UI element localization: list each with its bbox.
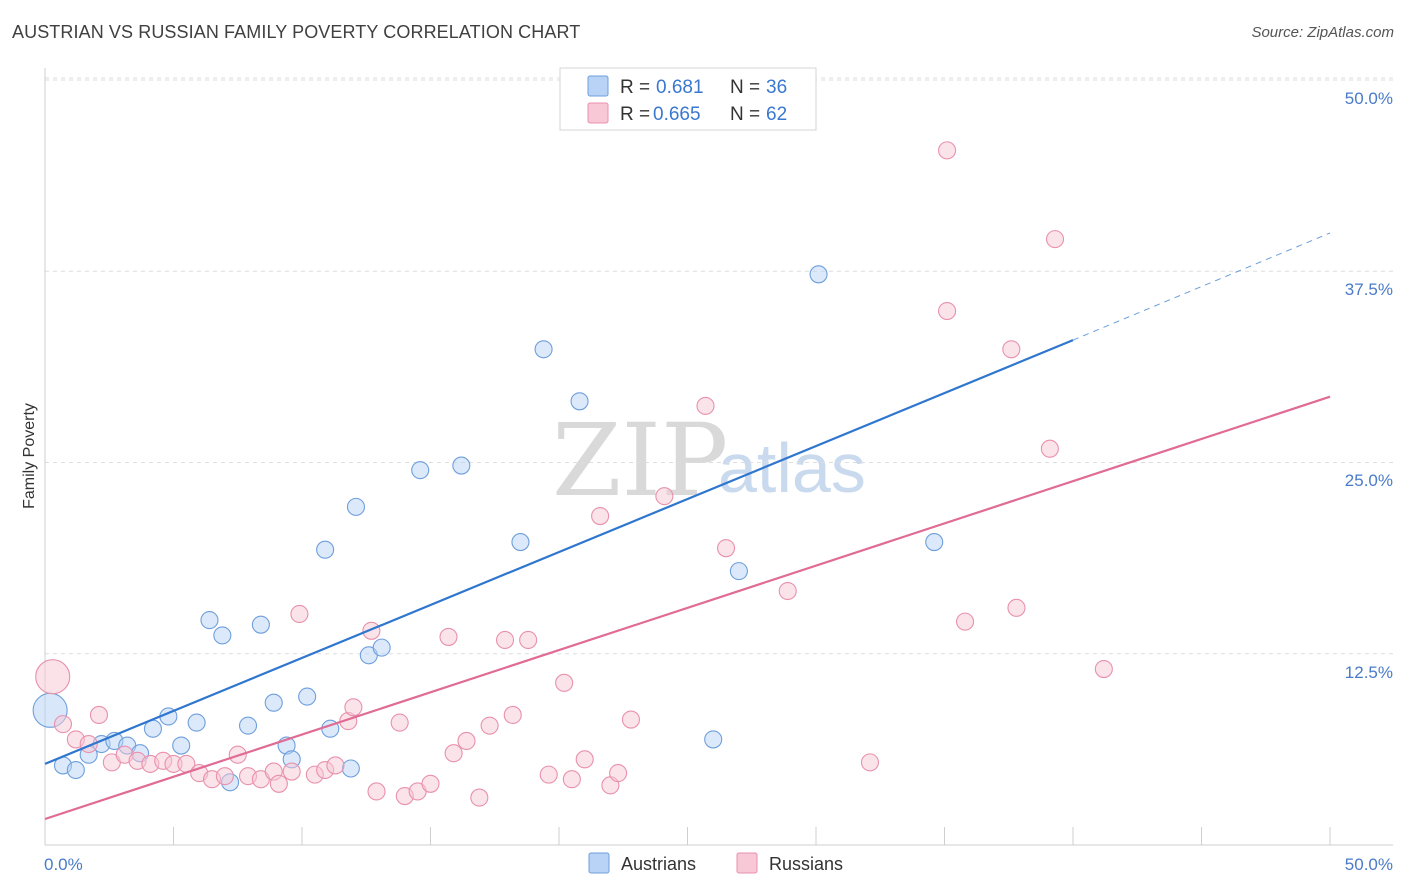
russians-point bbox=[215, 767, 234, 786]
austrians-point bbox=[809, 265, 828, 284]
watermark-zip: ZIP bbox=[552, 402, 728, 519]
watermark-atlas: atlas bbox=[718, 429, 866, 507]
austrians-point bbox=[704, 730, 723, 749]
legend-russians-n-value: 62 bbox=[766, 104, 787, 125]
russians-point bbox=[282, 762, 301, 781]
austrians-point bbox=[341, 759, 360, 778]
legend-austrians-r-value: 0.681 bbox=[656, 77, 704, 98]
russians-point bbox=[495, 630, 515, 650]
austrians-point bbox=[372, 638, 391, 657]
legend-austrians-n-value: 36 bbox=[766, 77, 787, 98]
russians-point bbox=[938, 301, 957, 321]
grid-lines bbox=[45, 77, 1393, 655]
source-credit: Source: ZipAtlas.com bbox=[1251, 24, 1394, 41]
bottom-legend-austrians: Austrians bbox=[621, 854, 696, 874]
austrians-point bbox=[172, 736, 191, 755]
bottom-legend-swatch-austrians bbox=[588, 852, 610, 874]
legend-austrians-r-label: R = bbox=[620, 77, 650, 98]
legend-swatch-russians bbox=[587, 102, 609, 124]
russians-point bbox=[480, 716, 499, 735]
russians-point bbox=[344, 698, 363, 717]
russians-point bbox=[716, 539, 736, 558]
russians-point bbox=[326, 756, 345, 775]
bottom-legend-swatch-russians bbox=[736, 852, 758, 874]
legend-russians-n-label: N = bbox=[730, 104, 760, 125]
russians-point bbox=[621, 710, 641, 729]
austrians-point bbox=[729, 562, 748, 581]
y-tick-label-12-5: 12.5% bbox=[1345, 663, 1393, 682]
russians-point bbox=[956, 612, 975, 631]
russians-point bbox=[696, 396, 715, 415]
y-tick-label-25: 25.0% bbox=[1345, 471, 1393, 490]
russians-point bbox=[1045, 230, 1065, 249]
russians-point bbox=[1094, 659, 1113, 679]
austrians-point bbox=[264, 693, 283, 712]
austrians-point bbox=[66, 760, 85, 780]
austrians-point bbox=[346, 497, 366, 516]
russians-point bbox=[35, 659, 71, 695]
austrians-point bbox=[187, 713, 206, 732]
legend-box: R = 0.681 N = 36 R = 0.665 N = 62 bbox=[559, 67, 817, 131]
russians-point bbox=[591, 506, 610, 526]
russians-point bbox=[562, 770, 581, 789]
chart-title: AUSTRIAN VS RUSSIAN FAMILY POVERTY CORRE… bbox=[12, 22, 581, 42]
legend-austrians-n-label: N = bbox=[730, 77, 760, 98]
russians-point bbox=[470, 788, 489, 807]
russians-point bbox=[269, 774, 288, 793]
russians-point bbox=[290, 604, 309, 624]
legend-russians-r-label: R = bbox=[620, 104, 650, 125]
russians-point bbox=[421, 774, 440, 793]
y-axis-label: Family Poverty bbox=[21, 403, 38, 509]
russians-point bbox=[53, 715, 73, 734]
x-tick-label-50: 50.0% bbox=[1345, 855, 1393, 874]
austrians-point bbox=[316, 540, 335, 559]
austrians-point bbox=[534, 340, 553, 359]
russians-point bbox=[519, 630, 538, 650]
data-points bbox=[32, 141, 1113, 807]
austrians-point bbox=[238, 716, 258, 735]
austrians-point bbox=[570, 392, 589, 411]
russians-point bbox=[555, 673, 574, 692]
russians-point bbox=[778, 581, 797, 601]
austrians-point bbox=[213, 626, 232, 645]
legend-swatch-austrians bbox=[587, 75, 609, 97]
russians-point bbox=[655, 487, 674, 506]
russians-point bbox=[1040, 439, 1059, 458]
austrians-trend-extension bbox=[1072, 232, 1331, 341]
legend-russians-r-value: 0.665 bbox=[653, 104, 701, 125]
russians-point bbox=[457, 731, 476, 751]
y-tick-label-50: 50.0% bbox=[1345, 89, 1393, 108]
x-tick-label-0: 0.0% bbox=[44, 855, 83, 874]
y-tick-label-37-5: 37.5% bbox=[1345, 280, 1393, 299]
russians-point bbox=[938, 141, 957, 160]
austrians-point bbox=[511, 533, 530, 552]
austrians-point bbox=[411, 461, 430, 480]
russians-point bbox=[539, 765, 558, 784]
austrians-point bbox=[200, 611, 219, 630]
austrians-point bbox=[925, 533, 944, 552]
russians-point bbox=[1007, 598, 1026, 617]
russians-point bbox=[609, 764, 628, 783]
russians-point bbox=[439, 627, 458, 646]
russians-trend-line bbox=[44, 395, 1331, 821]
austrians-point bbox=[298, 687, 317, 706]
russians-point bbox=[367, 782, 386, 801]
russians-point bbox=[575, 750, 594, 769]
austrians-point bbox=[251, 615, 270, 634]
trend-lines bbox=[44, 232, 1331, 821]
russians-point bbox=[503, 705, 522, 725]
bottom-legend-russians: Russians bbox=[769, 854, 843, 874]
russians-point bbox=[1002, 340, 1021, 359]
austrians-point bbox=[452, 456, 471, 475]
russians-point bbox=[390, 713, 409, 732]
bottom-legend: Austrians Russians bbox=[588, 852, 843, 874]
russians-point bbox=[444, 744, 463, 763]
russians-point bbox=[89, 705, 109, 725]
austrians-trend-line bbox=[44, 339, 1074, 765]
russians-point bbox=[860, 753, 880, 772]
